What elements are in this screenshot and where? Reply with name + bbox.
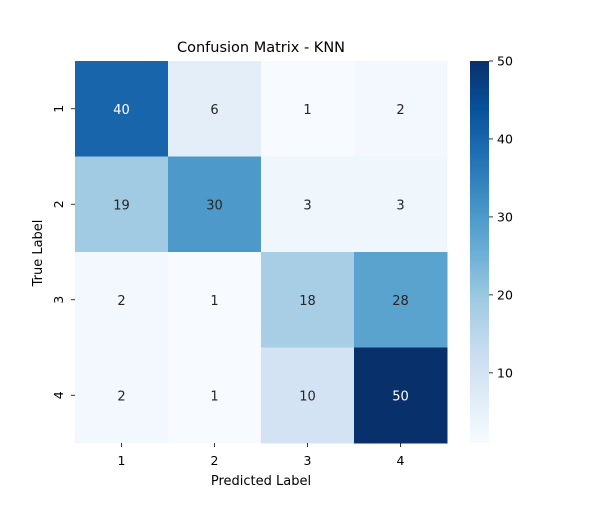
x-tick-label: 2 — [211, 453, 219, 468]
cell-value-label: 3 — [303, 198, 311, 213]
cell-value-label: 1 — [210, 389, 218, 404]
heatmap-cell-labels: 40 6 1 2 19 30 3 3 2 1 18 28 2 1 10 50 — [113, 103, 409, 405]
heatmap-cell-r2-c3 — [261, 156, 355, 253]
colorbar-tick-label: 20 — [497, 287, 513, 302]
x-tick-label: 1 — [118, 453, 126, 468]
cell-value-label: 19 — [113, 198, 130, 213]
y-tick-label: 2 — [51, 200, 66, 208]
colorbar-tick-label: 30 — [497, 209, 513, 224]
colorbar-tick-label: 10 — [497, 365, 513, 380]
cell-value-label: 28 — [392, 294, 409, 309]
cell-value-label: 3 — [396, 198, 404, 213]
heatmap-cell-r3-c2 — [168, 252, 262, 348]
cell-value-label: 6 — [210, 103, 218, 118]
y-axis-label: True Label — [31, 220, 46, 288]
y-tick-label: 1 — [51, 105, 66, 113]
cell-value-label: 40 — [113, 103, 130, 118]
colorbar-ticks: 10 20 30 40 50 — [489, 54, 513, 380]
heatmap-cell-r4-c4 — [354, 347, 448, 444]
colorbar-tick-label: 50 — [497, 54, 513, 69]
heatmap-cell-r3-c1 — [75, 252, 169, 348]
x-tick-label: 4 — [397, 453, 405, 468]
heatmap-cell-r3-c3 — [261, 252, 355, 348]
heatmap-cell-r3-c4 — [354, 252, 448, 348]
cell-value-label: 10 — [299, 389, 316, 404]
heatmap-cell-r2-c1 — [75, 156, 169, 253]
colorbar-tick-label: 40 — [497, 131, 513, 146]
cell-value-label: 18 — [299, 294, 316, 309]
y-axis-ticks: 1 2 3 4 — [51, 105, 75, 399]
cell-value-label: 30 — [206, 198, 223, 213]
y-tick-label: 3 — [51, 296, 66, 304]
cell-value-label: 50 — [392, 389, 409, 404]
x-tick-label: 3 — [304, 453, 312, 468]
heatmap-cell-r2-c2 — [168, 156, 262, 253]
x-axis-label: Predicted Label — [211, 474, 311, 489]
colorbar — [470, 61, 489, 443]
y-tick-label: 4 — [51, 391, 66, 399]
cell-value-label: 2 — [396, 103, 404, 118]
chart-title: Confusion Matrix - KNN — [177, 40, 345, 56]
cell-value-label: 2 — [117, 294, 125, 309]
heatmap-cell-r1-c3 — [261, 61, 355, 157]
heatmap-cell-r4-c3 — [261, 347, 355, 444]
cell-value-label: 2 — [117, 389, 125, 404]
heatmap-cell-r1-c1 — [75, 61, 169, 157]
heatmap-cell-r2-c4 — [354, 156, 448, 253]
heatmap-cell-r4-c1 — [75, 347, 169, 444]
heatmap-cell-r4-c2 — [168, 347, 262, 444]
cell-value-label: 1 — [303, 103, 311, 118]
heatmap-cell-r1-c4 — [354, 61, 448, 157]
cell-value-label: 1 — [210, 294, 218, 309]
x-axis-ticks: 1 2 3 4 — [118, 443, 405, 468]
heatmap-cells — [75, 61, 448, 444]
heatmap-cell-r1-c2 — [168, 61, 262, 157]
